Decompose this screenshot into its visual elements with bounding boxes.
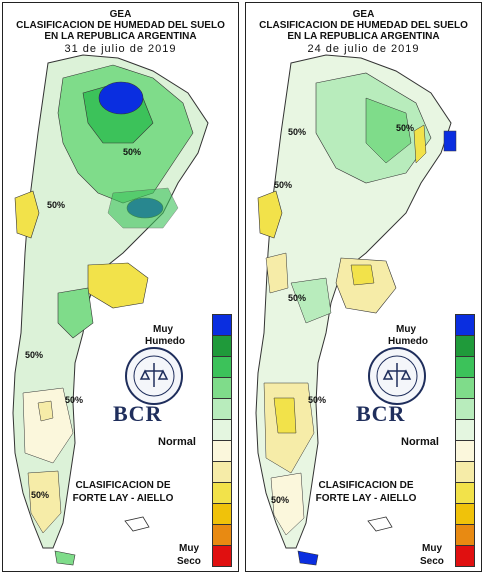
legend-swatch <box>212 524 232 546</box>
contour-label: 50% <box>271 495 289 505</box>
legend-label-normal: Normal <box>158 436 196 448</box>
legend-swatch <box>212 335 232 357</box>
legend-swatch <box>212 314 232 336</box>
legend-swatch <box>455 482 475 504</box>
bcr-logo-text: BCR <box>113 401 163 426</box>
legend-swatch <box>455 461 475 483</box>
title-republica: EN LA REPUBLICA ARGENTINA <box>287 31 440 42</box>
contour-label: 50% <box>123 147 141 157</box>
classification-line-1: CLASIFICACION DE <box>75 480 171 491</box>
legend-label-muy-seco-1: Muy <box>422 543 442 554</box>
map-date: 31 de julio de 2019 <box>64 43 177 55</box>
contour-label: 50% <box>396 123 414 133</box>
legend-swatch <box>455 524 475 546</box>
contour-label: 50% <box>47 200 65 210</box>
legend-swatch <box>455 398 475 420</box>
legend-swatch <box>455 503 475 525</box>
classification-line-2: FORTE LAY - AIELLO <box>72 493 174 504</box>
legend-swatch <box>455 314 475 336</box>
legend-swatch <box>212 461 232 483</box>
legend-swatch <box>455 356 475 378</box>
contour-label: 50% <box>308 395 326 405</box>
bcr-logo-text: BCR <box>356 401 406 426</box>
title-gea: GEA <box>352 9 375 20</box>
color-legend <box>455 314 475 567</box>
legend-swatch <box>212 398 232 420</box>
contour-label: 50% <box>288 127 306 137</box>
soil-moisture-map-right: 50% 50% 50% 50% 50% 50% <box>255 54 457 566</box>
legend-swatch <box>212 440 232 462</box>
color-legend <box>212 314 232 567</box>
legend-label-muy-humedo-1: Muy <box>396 324 416 335</box>
legend-swatch <box>212 545 232 567</box>
legend-swatch <box>212 356 232 378</box>
contour-label: 50% <box>65 395 83 405</box>
legend-swatch <box>455 377 475 399</box>
legend-label-muy-humedo-1: Muy <box>153 324 173 335</box>
legend-label-muy-humedo-2: Humedo <box>145 336 185 347</box>
map-panel-31-july: 50% 50% 50% 50% 50% GEA CLASIFICACION DE… <box>2 2 239 572</box>
legend-label-muy-seco-2: Seco <box>420 556 444 567</box>
bcr-seal-logo <box>125 347 183 405</box>
title-republica: EN LA REPUBLICA ARGENTINA <box>44 31 197 42</box>
map-panel-24-july: 50% 50% 50% 50% 50% 50% GEA CLASIFICACIO… <box>245 2 482 572</box>
legend-swatch <box>455 419 475 441</box>
soil-moisture-map-left: 50% 50% 50% 50% 50% <box>12 54 209 566</box>
legend-swatch <box>455 335 475 357</box>
legend-label-muy-seco-2: Seco <box>177 556 201 567</box>
classification-line-2: FORTE LAY - AIELLO <box>315 493 417 504</box>
legend-swatch <box>212 419 232 441</box>
legend-swatch <box>455 545 475 567</box>
legend-swatch <box>212 377 232 399</box>
legend-swatch <box>212 503 232 525</box>
legend-swatch <box>212 482 232 504</box>
map-date: 24 de julio de 2019 <box>307 43 420 55</box>
classification-line-1: CLASIFICACION DE <box>318 480 414 491</box>
contour-label: 50% <box>31 490 49 500</box>
contour-label: 50% <box>25 350 43 360</box>
legend-swatch <box>455 440 475 462</box>
legend-label-muy-humedo-2: Humedo <box>388 336 428 347</box>
title-gea: GEA <box>109 9 132 20</box>
title-clasificacion: CLASIFICACION DE HUMEDAD DEL SUELO <box>259 20 468 31</box>
contour-label: 50% <box>288 293 306 303</box>
legend-label-normal: Normal <box>401 436 439 448</box>
bcr-seal-logo <box>368 347 426 405</box>
contour-label: 50% <box>274 180 292 190</box>
title-clasificacion: CLASIFICACION DE HUMEDAD DEL SUELO <box>16 20 225 31</box>
legend-label-muy-seco-1: Muy <box>179 543 199 554</box>
